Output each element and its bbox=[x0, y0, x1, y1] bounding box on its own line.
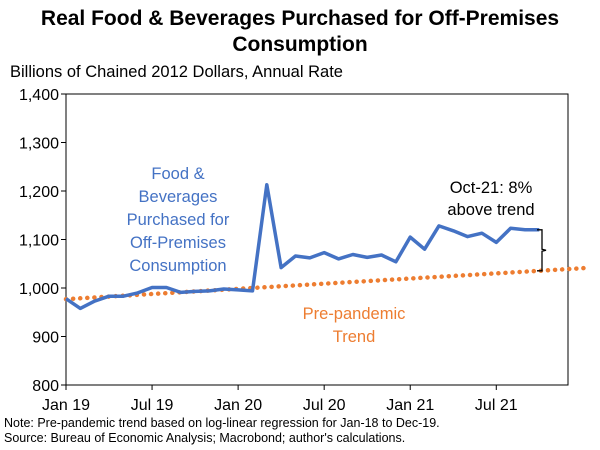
chart-title-line-1: Real Food & Beverages Purchased for Off-… bbox=[40, 7, 560, 30]
x-tick-label: Jul 19 bbox=[131, 397, 174, 414]
y-tick-label: 1,400 bbox=[19, 87, 59, 104]
y-tick-label: 800 bbox=[32, 378, 59, 395]
series-label-line: Beverages bbox=[139, 188, 218, 206]
y-tick-label: 1,200 bbox=[19, 184, 59, 201]
y-tick-label: 900 bbox=[32, 330, 59, 347]
series-label-line: Food & bbox=[151, 165, 204, 183]
trend-label-line: Pre-pandemic bbox=[303, 305, 406, 323]
trend-label-line: Trend bbox=[333, 328, 376, 346]
series-label-line: Purchased for bbox=[127, 211, 230, 229]
chart-notes: Note: Pre-pandemic trend based on log-li… bbox=[4, 416, 440, 446]
y-tick-label: 1,300 bbox=[19, 136, 59, 153]
x-tick-label: Jul 20 bbox=[303, 397, 346, 414]
y-tick-label: 1,100 bbox=[19, 233, 59, 250]
chart-title-line-2: Consumption bbox=[232, 33, 368, 56]
y-axis-label: Billions of Chained 2012 Dollars, Annual… bbox=[10, 63, 343, 81]
annotation-line: above trend bbox=[447, 201, 534, 219]
annotation-line: Oct-21: 8% bbox=[450, 179, 533, 197]
gap-bracket bbox=[537, 229, 547, 272]
trend-line bbox=[63, 265, 593, 302]
x-tick-label: Jan 20 bbox=[214, 397, 262, 414]
series-line-food-beverages bbox=[65, 182, 540, 311]
x-tick-label: Jan 21 bbox=[386, 397, 434, 414]
chart-title: Real Food & Beverages Purchased for Off-… bbox=[0, 6, 600, 58]
series-label-line: Consumption bbox=[129, 257, 226, 275]
series-label-line: Off-Premises bbox=[130, 234, 226, 252]
x-tick-label: Jul 21 bbox=[475, 397, 518, 414]
note-text: Note: Pre-pandemic trend based on log-li… bbox=[4, 416, 440, 430]
y-tick-label: 1,000 bbox=[19, 281, 59, 298]
source-text: Source: Bureau of Economic Analysis; Mac… bbox=[4, 431, 406, 445]
x-tick-label: Jan 19 bbox=[42, 397, 90, 414]
